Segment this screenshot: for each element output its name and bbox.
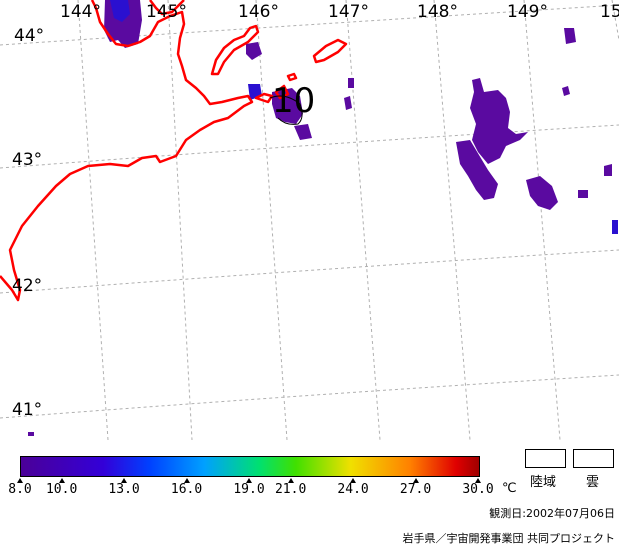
- sst-patch-east-dot5: [562, 86, 570, 96]
- parallel-43: [0, 124, 619, 169]
- coastline-etorofu-tip: [312, 38, 348, 64]
- colorbar-tick-mark: [17, 478, 23, 483]
- colorbar-tick-mark: [246, 478, 252, 483]
- sst-patches: [28, 0, 618, 436]
- lon-label-150: 15: [600, 2, 619, 22]
- sst-patch-east-dot2: [578, 190, 588, 198]
- isotherm-10: [269, 95, 303, 125]
- map-canvas: 10: [0, 0, 619, 440]
- colorbar-tick-label: 27.0: [399, 482, 432, 497]
- coastline-hokkaido: [0, 0, 254, 302]
- sst-patch-center-small: [294, 124, 312, 140]
- lon-label-146: 146°: [238, 2, 279, 22]
- lon-label-149: 149°: [507, 2, 548, 22]
- colorbar-tick-mark: [121, 478, 128, 483]
- lat-label-44: 44°: [14, 26, 45, 46]
- land-legend-label: 陸域: [530, 475, 557, 490]
- sst-patch-north-blue: [110, 0, 130, 22]
- sst-patch-dot-350: [348, 78, 354, 88]
- meridian-149: [523, 0, 561, 440]
- colorbar-tick-label: 21.0: [274, 482, 307, 497]
- lat-label-43: 43°: [12, 150, 43, 170]
- coastline-shiretoko: [149, 0, 185, 16]
- meridian-146: [255, 0, 288, 440]
- coastline-islet-1: [254, 92, 274, 104]
- sst-patch-east-dot3: [604, 164, 612, 176]
- graticule: [0, 0, 619, 440]
- colorbar-tick-mark: [412, 478, 419, 483]
- sst-patch-dot-347: [344, 96, 352, 110]
- sst-patch-east-south: [526, 176, 558, 210]
- coastline-kunashiri: [210, 24, 260, 76]
- coastline: [0, 0, 348, 302]
- sst-patch-east-main: [470, 78, 528, 164]
- meridian-150: [611, 0, 619, 41]
- cloud-legend-swatch: [573, 449, 614, 468]
- sst-patch-east-lower: [456, 140, 498, 200]
- colorbar-tick-label: 8.0: [8, 482, 32, 497]
- lat-label-42: 42°: [12, 276, 43, 296]
- lon-label-147: 147°: [328, 2, 369, 22]
- colorbar-tick-mark: [58, 478, 65, 483]
- contour-label: 10: [272, 81, 315, 121]
- land-legend-swatch: [525, 449, 566, 468]
- colorbar-tick-mark: [183, 478, 190, 483]
- cloud-legend-label: 雲: [586, 475, 600, 490]
- meridian-145: [167, 0, 193, 440]
- observation-date: 観測日:2002年07月06日: [489, 507, 615, 520]
- coastline-islet-3: [286, 72, 298, 82]
- lon-label-145: 145°: [146, 2, 187, 22]
- credit-text: 岩手県／宇宙開発事業団 共同プロジェクト: [402, 532, 616, 545]
- colorbar-tick-label: 19.0: [233, 482, 265, 497]
- colorbar-tick-label: 30.0: [462, 482, 494, 497]
- colorbar-unit: ℃: [502, 481, 517, 496]
- sst-patch-north-center: [246, 42, 262, 60]
- lat-label-41: 41°: [12, 400, 43, 420]
- temperature-colorbar: [20, 456, 480, 477]
- colorbar-tick-label: 13.0: [108, 482, 140, 497]
- lon-label-144: 144°: [60, 2, 101, 22]
- meridian-148: [433, 0, 471, 440]
- sst-patch-east-dot4: [612, 220, 618, 234]
- colorbar-tick-mark: [475, 478, 481, 483]
- colorbar-tick-label: 10.0: [45, 482, 78, 497]
- colorbar-tick-label: 24.0: [337, 482, 369, 497]
- colorbar-tick-mark: [350, 478, 357, 483]
- parallel-42: [0, 249, 619, 294]
- meridian-147: [345, 0, 381, 440]
- sst-patch-sw-dot: [28, 432, 34, 436]
- parallel-44: [0, 4, 619, 46]
- lon-label-148: 148°: [417, 2, 458, 22]
- sst-patch-east-dot1: [564, 28, 576, 44]
- parallel-41: [0, 374, 619, 419]
- meridian-144: [77, 0, 109, 440]
- colorbar-tick-label: 16.0: [170, 482, 203, 497]
- colorbar-tick-mark: [287, 478, 294, 483]
